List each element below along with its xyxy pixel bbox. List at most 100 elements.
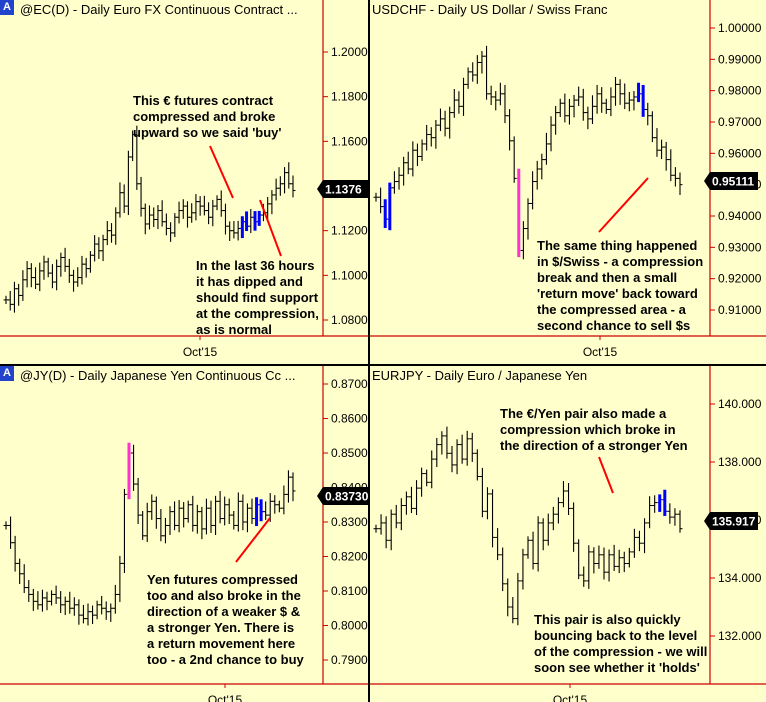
ohlc-bar xyxy=(434,437,440,468)
ohlc-bar xyxy=(267,493,273,522)
ohlc-bar xyxy=(677,510,683,533)
ohlc-bar xyxy=(75,267,81,287)
ohlc-bar xyxy=(125,150,131,216)
ohlc-bar xyxy=(378,187,384,214)
ohlc-bar xyxy=(424,124,430,151)
ohlc-bar xyxy=(424,469,430,487)
ohlc-bar xyxy=(540,518,546,551)
ohlc-bar xyxy=(66,258,72,283)
ohlc-bar xyxy=(117,555,123,602)
y-tick-label: 1.1800 xyxy=(331,90,368,104)
ohlc-bar xyxy=(80,604,86,624)
chart-panel-ec: 1.20001.18001.16001.14001.12001.10001.08… xyxy=(0,0,368,364)
ohlc-bar xyxy=(433,119,439,149)
ohlc-bar xyxy=(414,143,420,167)
ohlc-bar xyxy=(162,517,168,544)
ohlc-bar xyxy=(16,283,22,306)
ohlc-bar xyxy=(281,485,287,515)
ohlc-bar xyxy=(172,501,178,531)
ohlc-bar xyxy=(214,195,220,211)
ohlc-bar xyxy=(484,45,490,100)
ohlc-bar xyxy=(131,444,137,491)
ohlc-bar xyxy=(222,496,228,526)
panel-divider-horizontal xyxy=(0,364,766,366)
y-tick-label: 1.2000 xyxy=(331,45,368,59)
ohlc-bar xyxy=(378,514,384,535)
ohlc-bar xyxy=(507,109,513,151)
ohlc-bar xyxy=(403,491,409,515)
ohlc-bar xyxy=(252,211,258,231)
ohlc-bar xyxy=(586,545,592,589)
ohlc-bar xyxy=(459,434,465,464)
ohlc-bar xyxy=(606,549,612,582)
y-tick-label: 1.1200 xyxy=(331,224,368,238)
ohlc-bar xyxy=(39,589,45,612)
ohlc-bar xyxy=(464,430,470,466)
ohlc-bar xyxy=(108,603,114,622)
ohlc-bar xyxy=(626,91,632,112)
ohlc-bar xyxy=(373,192,379,202)
ohlc-bar xyxy=(109,223,115,243)
ohlc-bar xyxy=(555,497,561,524)
ohlc-bar xyxy=(636,82,642,103)
y-tick-label: 0.99000 xyxy=(718,52,762,66)
ohlc-bar xyxy=(525,198,531,240)
panel-divider-vertical xyxy=(368,0,370,702)
ohlc-bar xyxy=(168,222,174,242)
ohlc-bar xyxy=(30,588,36,611)
ohlc-bar xyxy=(571,502,577,552)
ohlc-bar xyxy=(44,591,50,611)
ohlc-bar xyxy=(100,234,106,262)
ohlc-bar xyxy=(286,162,292,189)
ohlc-bar xyxy=(117,182,123,218)
ohlc-bar xyxy=(167,506,173,536)
ohlc-bar xyxy=(439,431,445,455)
ohlc-bar xyxy=(94,600,100,620)
ohlc-bar xyxy=(21,564,27,594)
annotation-arrow xyxy=(259,199,282,257)
ohlc-bar xyxy=(58,252,64,277)
panel-badge[interactable]: A xyxy=(0,366,14,381)
ohlc-bar xyxy=(626,547,632,568)
ohlc-bar xyxy=(28,263,34,288)
ohlc-bar xyxy=(239,216,245,239)
ohlc-bar xyxy=(510,597,516,624)
ohlc-bar xyxy=(20,270,26,301)
ohlc-bar xyxy=(401,156,407,186)
ohlc-bar xyxy=(516,168,522,258)
ohlc-bar xyxy=(277,176,283,196)
y-tick-label: 138.000 xyxy=(718,455,762,469)
ohlc-bar xyxy=(444,426,450,459)
ohlc-bar xyxy=(290,175,296,198)
ohlc-bar xyxy=(388,509,394,551)
chart-title: @EC(D) - Daily Euro FX Continuous Contra… xyxy=(20,2,298,17)
ohlc-bar xyxy=(419,467,425,497)
ohlc-bar xyxy=(520,548,526,590)
ohlc-bar xyxy=(580,88,586,121)
ohlc-bar xyxy=(550,506,556,531)
last-price-label: 135.917 xyxy=(712,515,756,529)
ohlc-bar xyxy=(613,77,619,106)
ohlc-bar xyxy=(37,262,43,292)
ohlc-bar xyxy=(217,491,223,524)
ohlc-bar xyxy=(505,578,511,617)
ohlc-bar xyxy=(76,599,82,625)
ohlc-bar xyxy=(193,194,199,221)
ohlc-bar xyxy=(414,480,420,516)
x-tick-label: Oct'15 xyxy=(553,693,588,702)
ohlc-bar xyxy=(667,503,673,524)
annotation-arrow xyxy=(209,145,234,199)
ohlc-bar xyxy=(158,508,164,542)
ohlc-bar xyxy=(621,551,627,573)
y-tick-label: 0.96000 xyxy=(718,146,762,160)
ohlc-bar xyxy=(104,221,110,246)
ohlc-bar xyxy=(176,201,182,224)
panel-badge[interactable]: A xyxy=(0,0,14,15)
ohlc-bar xyxy=(153,496,159,529)
ohlc-bar xyxy=(442,110,448,137)
ohlc-bar xyxy=(398,498,404,531)
ohlc-bar xyxy=(622,83,628,110)
